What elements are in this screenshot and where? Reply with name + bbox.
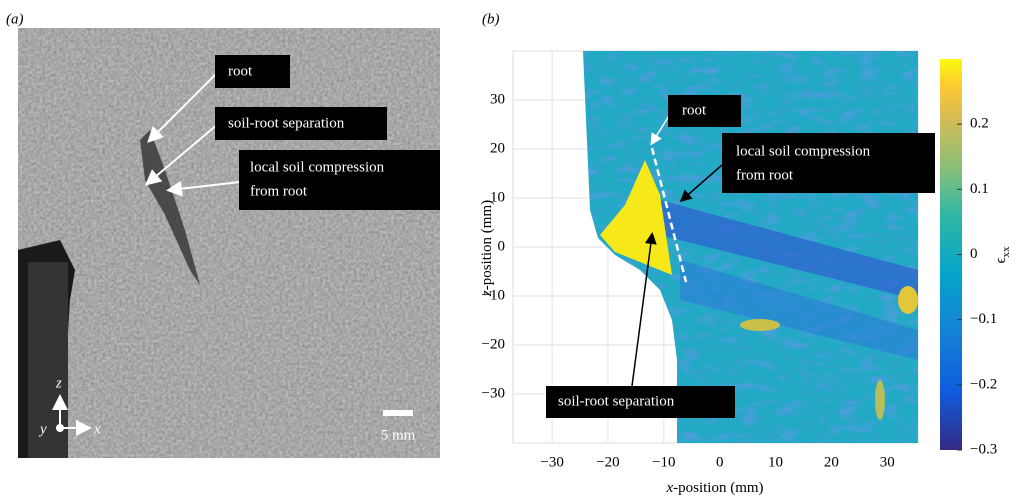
arrow: [144, 123, 219, 186]
callout: [722, 133, 935, 193]
root-shape: [140, 130, 200, 285]
colorbar-ticks: −0.3 −0.2 −0.1 0 0.1 0.2: [957, 116, 997, 457]
x-axis-var: x: [665, 480, 673, 496]
axis-name: y: [38, 421, 47, 437]
callout-text: local soil compression: [736, 143, 871, 159]
hotspot: [875, 380, 885, 420]
hotspot: [898, 286, 918, 314]
arrow: [679, 164, 723, 202]
y-tick-label: 10: [490, 189, 505, 205]
colorbar-tick-label: 0: [970, 246, 978, 262]
y-tick-label: −10: [482, 287, 505, 303]
callout-text: from root: [736, 167, 794, 183]
root-line: [650, 147, 688, 283]
callout-text: local soil compression: [250, 159, 385, 175]
axis-name: z: [55, 375, 62, 391]
callout-text: soil-root separation: [228, 115, 345, 131]
compression-band: [660, 200, 918, 300]
x-tick-label: 30: [880, 454, 895, 470]
colorbar-tick-label: −0.3: [970, 441, 997, 457]
axis-name: x: [93, 421, 101, 437]
colorbar-subscript: xx: [1000, 246, 1012, 258]
y-tick-label: 0: [498, 238, 506, 254]
colorbar-symbol: ϵ: [993, 257, 1009, 263]
arrow: [166, 180, 241, 197]
colorbar-title: ϵxx: [993, 246, 1011, 264]
compression-band: [680, 260, 918, 360]
x-axis-rest: -position (mm): [673, 480, 763, 496]
scale-bar-label: 5 mm: [381, 427, 416, 443]
y-axis-rest: -position (mm): [479, 200, 495, 290]
hotspot: [740, 319, 780, 331]
x-tick-label: −30: [540, 454, 563, 470]
callout: [215, 55, 290, 88]
panel-label: (b): [482, 11, 500, 27]
callout: [668, 95, 741, 127]
plot: root local soil compression from root so…: [512, 50, 935, 444]
separation-zone: [600, 160, 672, 275]
axis-origin: [56, 424, 64, 432]
y-axis-var: z: [479, 290, 495, 297]
callout-text: root: [682, 102, 707, 118]
x-tick-label: −20: [596, 454, 619, 470]
arrow: [147, 71, 219, 143]
photo: root soil-root separation local soil com…: [18, 28, 440, 458]
x-tick-label: −10: [652, 454, 675, 470]
x-tick-label: 20: [824, 454, 839, 470]
photo-grain: [18, 28, 440, 458]
callout: [239, 150, 440, 210]
colorbar: [940, 59, 962, 450]
colorbar-tick-label: −0.2: [970, 376, 997, 392]
y-tick-label: 20: [490, 140, 505, 156]
y-tick-label: −20: [482, 336, 505, 352]
y-tick-label: −30: [482, 385, 505, 401]
callout: [215, 107, 387, 140]
callout: [546, 386, 735, 418]
scale-bar: [383, 410, 413, 416]
x-axis-title: x-position (mm): [665, 480, 763, 496]
colorbar-tick-label: −0.1: [970, 311, 997, 327]
panel-label: (a): [6, 11, 24, 27]
x-tick-label: 0: [716, 454, 724, 470]
y-axis-title: z-position (mm): [479, 200, 495, 297]
colorbar-tick-label: 0.2: [970, 116, 989, 132]
colorbar-tick-label: 0.1: [970, 181, 989, 197]
y-tick-label: 30: [490, 91, 505, 107]
callout-text: from root: [250, 183, 308, 199]
x-tick-label: 10: [768, 454, 783, 470]
callout-text: root: [228, 63, 253, 79]
arrow: [631, 232, 657, 387]
callout-text: soil-root separation: [558, 393, 675, 409]
